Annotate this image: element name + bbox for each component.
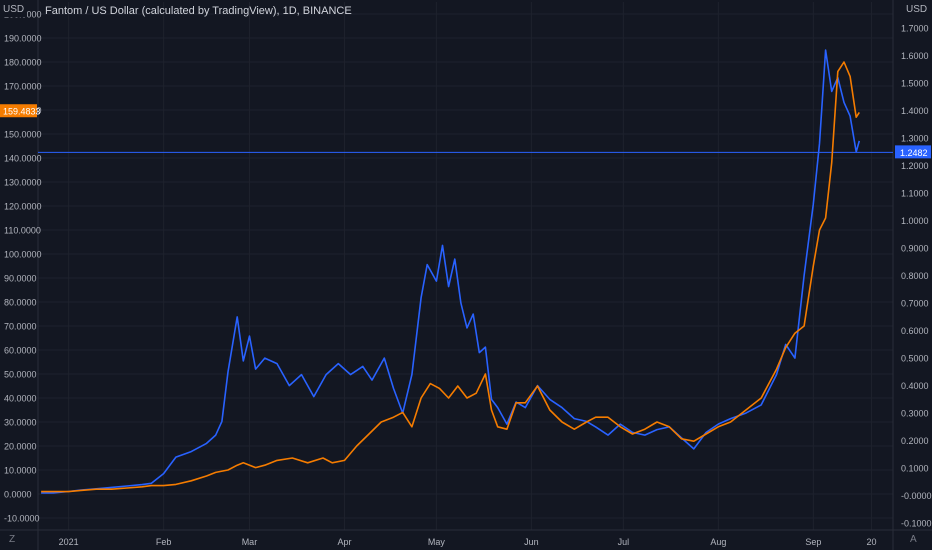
left-axis-tick-label: 150.0000 [4,130,42,140]
right-axis-tick-label: 1.3000 [901,134,929,144]
time-axis-tick-label: 2021 [59,537,79,547]
right-axis-tick-label: 1.7000 [901,24,929,34]
left-currency-label[interactable]: USD [0,2,28,17]
right-axis-tick-label: 1.5000 [901,79,929,89]
right-axis-tick-label: 0.2000 [901,436,929,446]
right-axis-tick-label: 0.7000 [901,299,929,309]
right-axis-tick-label: 0.6000 [901,326,929,336]
left-axis-tick-label: 80.0000 [4,298,37,308]
left-axis-tick-label: 170.0000 [4,82,42,92]
time-axis-tick-label: Sep [805,537,821,547]
time-axis-tick-label: Mar [242,537,258,547]
left-last-value-badge [0,104,37,118]
left-axis-tick-label: 190.0000 [4,34,42,44]
time-axis-tick-label: 20 [867,537,877,547]
right-axis-tick-label: 0.9000 [901,244,929,254]
left-axis-tick-label: 110.0000 [4,226,41,236]
chart-title: Fantom / US Dollar (calculated by Tradin… [45,5,352,17]
left-axis-tick-label: 100.0000 [4,250,42,260]
right-axis-tick-label: 1.2000 [901,161,929,171]
left-axis-tick-label: 60.0000 [4,346,37,356]
zoom-toggle-icon[interactable]: Z [9,534,16,545]
left-axis-tick-label: 70.0000 [4,322,37,332]
left-last-value-label: 159.4833 [3,107,41,117]
left-axis-tick-label: 0.0000 [4,490,32,500]
right-axis-tick-label: -0.0000 [901,491,932,501]
left-axis-tick-label: 180.0000 [4,58,42,68]
time-axis-tick-label: Aug [710,537,726,547]
right-axis-tick-label: 1.4000 [901,106,929,116]
right-axis-tick-label: 1.1000 [901,189,929,199]
right-axis-tick-label: 1.0000 [901,216,929,226]
time-axis-tick-label: Jul [618,537,630,547]
left-axis-tick-label: 30.0000 [4,418,37,428]
left-axis-tick-label: 40.0000 [4,394,37,404]
right-axis-tick-label: 0.8000 [901,271,929,281]
series-line-blue [41,49,861,494]
left-axis-tick-label: 90.0000 [4,274,37,284]
left-axis-tick-label: 10.0000 [4,466,37,476]
right-last-value-badge [895,145,931,159]
auto-scale-toggle-icon[interactable]: A [910,534,917,545]
right-axis-tick-label: 0.1000 [901,464,929,474]
right-axis-tick-label: 0.3000 [901,409,929,419]
left-axis-tick-label: -10.0000 [4,514,40,524]
right-currency-label[interactable]: USD [901,2,932,17]
right-axis-tick-label: -0.1000 [901,519,932,529]
right-axis-tick-label: 0.4000 [901,381,929,391]
left-axis-tick-label: 130.0000 [4,178,42,188]
series-line-orange [41,61,860,493]
left-axis-tick-label: 120.0000 [4,202,42,212]
left-axis-tick-label: 50.0000 [4,370,37,380]
time-axis-tick-label: Apr [337,537,351,547]
right-axis-tick-label: 1.6000 [901,51,929,61]
left-axis-tick-label: 20.0000 [4,442,37,452]
right-axis-tick-label: 0.5000 [901,354,929,364]
left-axis-tick-label: 140.0000 [4,154,42,164]
time-axis-tick-label: Feb [156,537,172,547]
time-axis-tick-label: Jun [524,537,539,547]
right-last-value-label: 1.2482 [900,148,928,158]
time-axis-tick-label: May [428,537,446,547]
